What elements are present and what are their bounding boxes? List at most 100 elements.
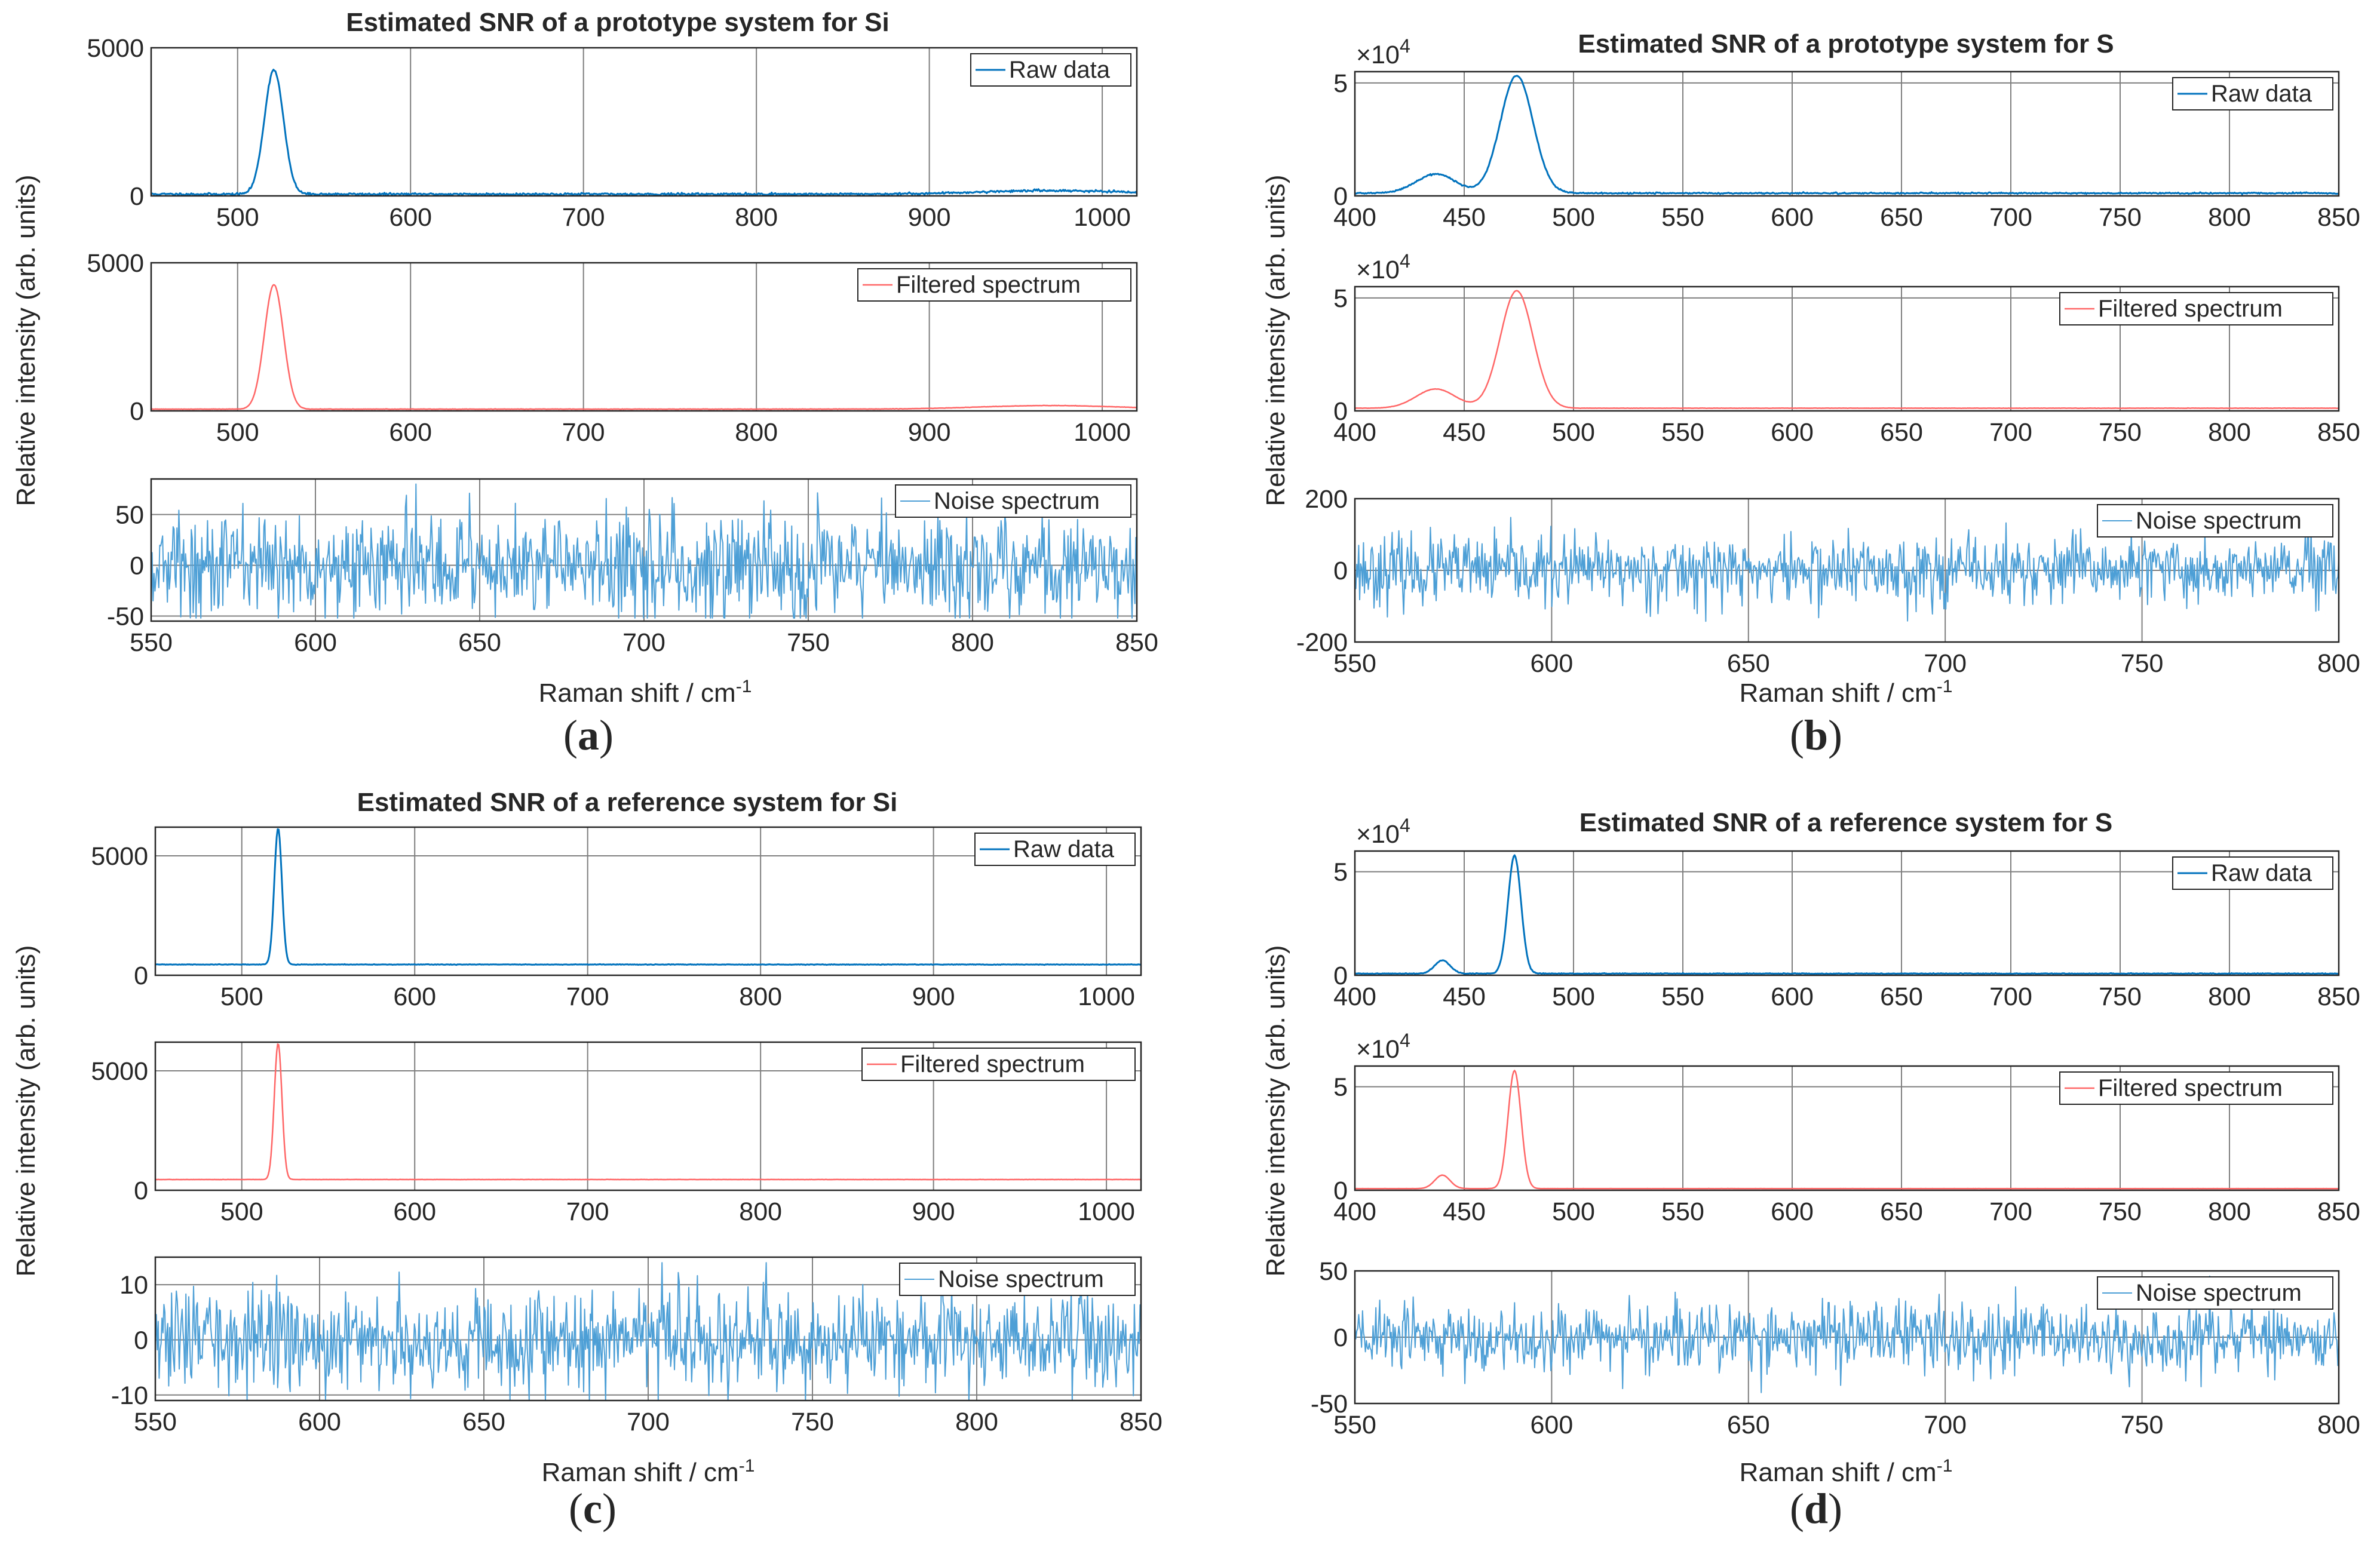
legend-label: Raw data [1009, 57, 1111, 83]
panel-label-open: ( [1790, 711, 1804, 759]
chart-panel-c: Estimated SNR of a reference system for … [11, 788, 1163, 1532]
y-axis-label: Relative intensity (arb. units) [11, 945, 41, 1276]
y-exponent-label: ×104 [1356, 250, 1410, 284]
subplot-2: 500 600 700 800 900 1000 0 5000 Filtered spectru… [91, 1041, 1142, 1226]
x-tick-label: 600 [1531, 1411, 1574, 1439]
legend-box [974, 833, 1136, 866]
x-tick-label: 400 [1333, 418, 1376, 447]
x-tick-label: 1000 [1074, 418, 1131, 447]
legend-box [2059, 1071, 2333, 1105]
y-tick-label: 0 [130, 552, 144, 581]
x-tick-label: 850 [2317, 203, 2360, 232]
x-tick-label: 900 [908, 203, 951, 232]
y-tick-label: 5000 [91, 1057, 148, 1086]
x-tick-label: 500 [1552, 982, 1595, 1011]
x-tick-label: 600 [1771, 1197, 1814, 1226]
x-tick-label: 500 [1552, 418, 1595, 447]
y-exponent-power: 4 [1400, 815, 1410, 836]
legend-label: Raw data [2211, 81, 2312, 107]
x-tick-label: 1000 [1074, 203, 1131, 232]
x-tick-label: 650 [1880, 203, 1923, 232]
x-axis-label: Raman shift / cm-1 [542, 1456, 755, 1487]
panel-label-letter: d [1804, 1485, 1828, 1532]
y-tick-label: 5000 [87, 34, 144, 63]
subplot-1: 500 600 700 800 900 1000 0 5000 Raw data [91, 826, 1142, 1011]
series-line [151, 284, 1137, 410]
x-tick-label: 900 [912, 1197, 955, 1226]
series-line [1354, 1275, 2339, 1393]
series-line [151, 69, 1138, 197]
x-tick-label: 550 [130, 628, 173, 657]
axes-frame [150, 47, 1138, 197]
y-tick-label: 0 [130, 397, 144, 426]
x-tick-label: 550 [1333, 649, 1376, 678]
x-tick-label: 800 [2208, 982, 2251, 1011]
panel-label: (b) [1790, 711, 1842, 759]
series-line [155, 1043, 1141, 1181]
axes-frame [1354, 1065, 2340, 1191]
legend-label: Filtered spectrum [900, 1051, 1085, 1077]
x-tick-label: 750 [2099, 418, 2142, 447]
subplot-2: 500 600 700 800 900 1000 0 5000 Filtered spectru… [87, 249, 1138, 447]
x-tick-label: 800 [2208, 203, 2251, 232]
x-tick-label: 750 [787, 628, 830, 657]
x-tick-label: 700 [1989, 418, 2032, 447]
panel-label: (c) [569, 1485, 617, 1532]
panel-label-close: ) [602, 1485, 617, 1532]
x-tick-label: 700 [622, 628, 665, 657]
chart-panel-a: Estimated SNR of a prototype system for … [11, 8, 1158, 759]
series-line [1354, 854, 2339, 975]
legend-label: Noise spectrum [938, 1266, 1104, 1292]
x-tick-label: 700 [1989, 982, 2032, 1011]
x-tick-label: 600 [1771, 203, 1814, 232]
series-line [1355, 290, 2339, 410]
x-tick-label: 700 [566, 982, 609, 1011]
x-tick-label: 700 [1989, 203, 2032, 232]
legend-label: Filtered spectrum [896, 272, 1081, 298]
series-line [1354, 515, 2339, 622]
legend-label: Filtered spectrum [2098, 1075, 2283, 1101]
x-tick-label: 400 [1333, 1197, 1376, 1226]
panel-label-letter: b [1804, 711, 1828, 759]
x-axis-label-superscript: -1 [739, 1456, 755, 1476]
x-tick-label: 850 [2317, 982, 2360, 1011]
series-line [1354, 1070, 2339, 1190]
y-exponent-label: ×104 [1356, 815, 1410, 849]
axes-frame [150, 478, 1138, 622]
series-line [155, 1262, 1142, 1401]
axes-frame [1354, 70, 2340, 197]
x-axis-label-superscript: -1 [1937, 677, 1953, 696]
x-tick-label: 400 [1333, 203, 1376, 232]
x-tick-label: 400 [1333, 982, 1376, 1011]
x-tick-label: 650 [1880, 982, 1923, 1011]
x-axis-label: Raman shift / cm-1 [1740, 677, 1953, 708]
chart-title: Estimated SNR of a reference system for … [357, 788, 898, 817]
legend-box [861, 1048, 1136, 1081]
y-tick-label: 5000 [87, 249, 144, 278]
axes-frame [154, 1256, 1142, 1402]
x-tick-label: 850 [1115, 628, 1158, 657]
y-axis-label: Relative intensity (arb. units) [11, 174, 41, 506]
y-exponent-label: ×104 [1356, 1030, 1410, 1064]
x-tick-label: 600 [393, 1197, 436, 1226]
x-tick-label: 850 [1120, 1408, 1163, 1436]
y-tick-label: 10 [119, 1271, 148, 1300]
legend-label: Filtered spectrum [2098, 296, 2283, 322]
x-tick-label: 500 [220, 982, 263, 1011]
x-tick-label: 700 [566, 1197, 609, 1226]
y-tick-label: 50 [115, 501, 144, 530]
x-tick-label: 450 [1443, 203, 1486, 232]
axes-frame [154, 1041, 1142, 1191]
y-tick-label: 0 [1333, 1323, 1348, 1352]
x-tick-label: 500 [220, 1197, 263, 1226]
x-tick-label: 800 [735, 203, 778, 232]
legend-box [2097, 504, 2333, 538]
x-tick-label: 600 [393, 982, 436, 1011]
y-exponent-label: ×104 [1356, 35, 1410, 69]
y-axis-label: Relative intensity (arb. units) [1261, 174, 1290, 506]
y-tick-label: 0 [134, 1326, 148, 1355]
x-tick-label: 550 [1661, 1197, 1704, 1226]
x-tick-label: 750 [791, 1408, 834, 1436]
x-tick-label: 850 [2317, 418, 2360, 447]
y-tick-label: 0 [1333, 182, 1348, 211]
